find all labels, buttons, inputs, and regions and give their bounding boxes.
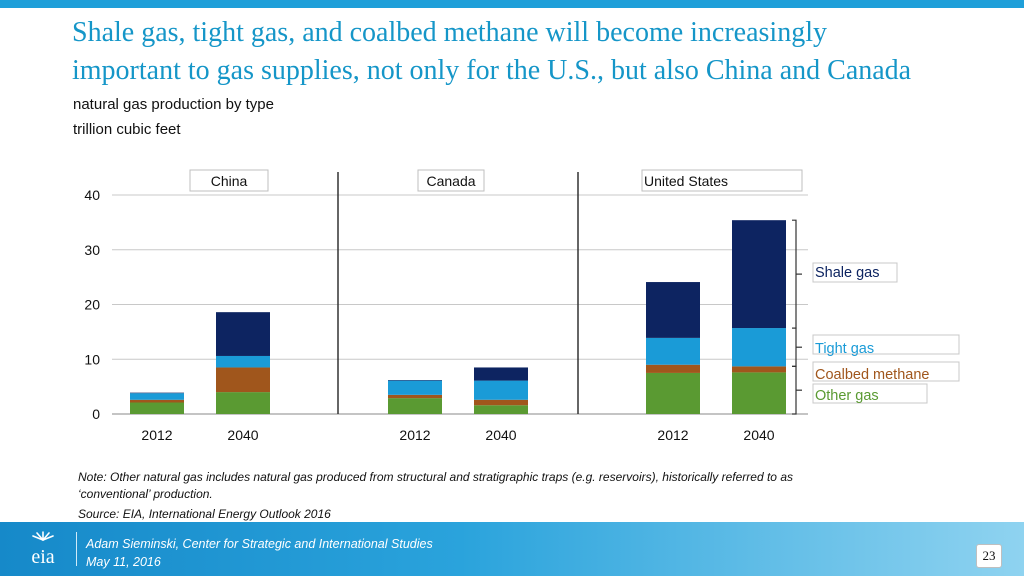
y-tick-label: 20 xyxy=(84,297,100,313)
x-tick-label: 2012 xyxy=(141,427,172,443)
bar-segment xyxy=(732,328,786,367)
footer-presenter: Adam Sieminski, Center for Strategic and… xyxy=(86,537,433,551)
chart-subtitle: natural gas production by type xyxy=(73,96,274,113)
bar-segment xyxy=(216,355,270,368)
legend-box xyxy=(812,334,960,355)
bar-segment xyxy=(646,282,700,338)
source-text: Source: EIA, International Energy Outloo… xyxy=(78,507,331,521)
bar-segment xyxy=(388,394,442,399)
bar-segment xyxy=(474,399,528,406)
bar-segment xyxy=(732,366,786,373)
bar-segment xyxy=(732,220,786,329)
group-label: China xyxy=(211,173,248,189)
group-label: Canada xyxy=(426,173,475,189)
group-label: United States xyxy=(644,173,728,189)
x-tick-label: 2012 xyxy=(657,427,688,443)
bar-segment xyxy=(130,399,184,403)
group-label-box xyxy=(189,169,269,192)
y-tick-label: 10 xyxy=(84,351,100,367)
logo-wordmark: eia xyxy=(31,546,54,568)
production-chart: 0 10 20 30 40 China 2012 2040 Canada 2012 2040 Unit… xyxy=(84,169,960,443)
eia-logo: eia xyxy=(31,531,55,568)
bar-segment xyxy=(474,405,528,414)
bar-segment xyxy=(474,367,528,381)
title-line-2: important to gas supplies, not only for … xyxy=(72,55,912,86)
bar-segment xyxy=(646,372,700,414)
lower-brace xyxy=(792,365,797,415)
group-label-box xyxy=(417,169,485,192)
bar-segment xyxy=(130,393,184,400)
x-tick-label: 2012 xyxy=(399,427,430,443)
legend-box xyxy=(812,383,928,404)
legend-label: Coalbed methane xyxy=(815,367,929,383)
bar-segment xyxy=(474,380,528,400)
bar-segment xyxy=(388,380,442,381)
y-tick-label: 30 xyxy=(84,242,100,258)
chart-units: trillion cubic feet xyxy=(73,121,181,138)
footer-divider xyxy=(76,532,77,566)
bar-segment xyxy=(216,367,270,393)
top-accent-bar xyxy=(0,0,1024,8)
bar-segment xyxy=(216,392,270,414)
bar-segment xyxy=(646,364,700,373)
legend-box xyxy=(812,361,960,382)
bar-segment xyxy=(732,372,786,414)
page-number: 23 xyxy=(976,544,1002,568)
bar-segment xyxy=(388,398,442,414)
title-line-1: Shale gas, tight gas, and coalbed methan… xyxy=(72,17,827,48)
footer-bar: eia Adam Sieminski, Center for Strategic… xyxy=(0,522,1024,576)
x-tick-label: 2040 xyxy=(485,427,516,443)
y-tick-label: 40 xyxy=(84,187,100,203)
y-tick-label: 0 xyxy=(92,406,100,422)
bar-segment xyxy=(646,337,700,365)
bar-segment xyxy=(216,312,270,356)
bar-segment xyxy=(130,402,184,414)
footer-date: May 11, 2016 xyxy=(86,555,161,569)
legend-label: Tight gas xyxy=(815,341,874,357)
note-line-2: ‘conventional’ production. xyxy=(78,487,213,501)
legend-box xyxy=(812,262,898,283)
group-label-box xyxy=(641,169,803,192)
legend-label: Other gas xyxy=(815,388,879,404)
x-tick-label: 2040 xyxy=(227,427,258,443)
bar-segment xyxy=(130,392,184,394)
slide-title: Shale gas, tight gas, and coalbed methan… xyxy=(72,14,1017,90)
legend-label: Shale gas xyxy=(815,265,880,281)
shale-brace xyxy=(792,219,797,329)
x-tick-label: 2040 xyxy=(743,427,774,443)
tight-brace xyxy=(792,327,797,367)
note-line-1: Note: Other natural gas includes natural… xyxy=(78,470,793,484)
bar-segment xyxy=(388,380,442,395)
